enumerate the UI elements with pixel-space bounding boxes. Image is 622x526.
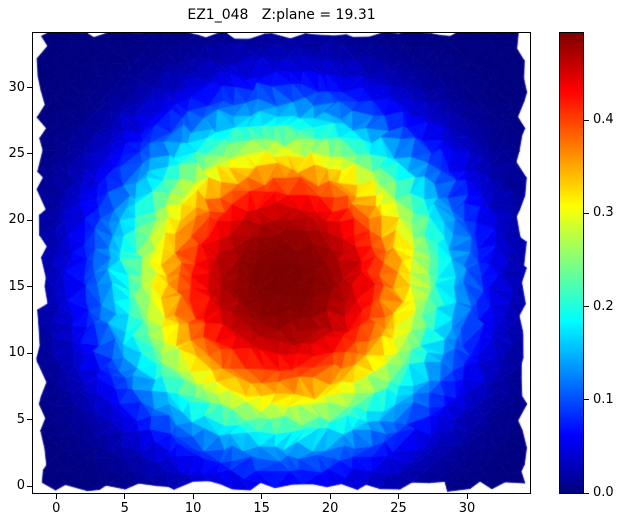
x-tick-mark: [55, 494, 57, 499]
y-tick-label: 30: [8, 79, 25, 95]
x-tick-mark: [261, 494, 263, 499]
x-tick-mark: [329, 494, 331, 499]
x-tick-label: 5: [120, 501, 129, 516]
colorbar-tick-mark: [584, 119, 589, 121]
plot-title: EZ1_048 Z:plane = 19.31: [187, 7, 376, 23]
colorbar-tick-mark: [584, 306, 589, 308]
axes-frame: [32, 32, 531, 494]
y-tick-label: 20: [8, 212, 25, 228]
y-tick-label: 10: [8, 345, 25, 361]
heatmap-surface: [33, 33, 530, 493]
y-tick-mark: [27, 153, 32, 155]
y-tick-mark: [27, 352, 32, 354]
x-tick-label: 10: [184, 501, 202, 516]
x-tick-mark: [466, 494, 468, 499]
colorbar-tick-label: 0.4: [593, 112, 614, 128]
colorbar-gradient: [560, 33, 583, 493]
x-tick-label: 15: [253, 501, 270, 516]
x-tick-mark: [192, 494, 194, 499]
colorbar-tick-label: 0.0: [593, 485, 614, 500]
x-tick-mark: [398, 494, 400, 499]
colorbar-tick-mark: [584, 399, 589, 401]
y-tick-mark: [27, 219, 32, 221]
colorbar-frame: [559, 32, 584, 494]
y-tick-label: 25: [8, 145, 25, 161]
colorbar-tick-label: 0.2: [593, 298, 614, 314]
y-tick-label: 15: [8, 278, 25, 294]
y-tick-mark: [27, 286, 32, 288]
y-tick-mark: [27, 87, 32, 88]
y-tick-mark: [27, 419, 32, 421]
x-tick-label: 30: [458, 501, 476, 516]
colorbar-tick-label: 0.3: [593, 205, 614, 221]
colorbar-tick-mark: [584, 212, 589, 214]
y-tick-label: 5: [16, 411, 25, 427]
x-tick-mark: [124, 494, 126, 499]
x-tick-label: 20: [321, 501, 339, 516]
y-tick-mark: [27, 485, 32, 487]
y-tick-label: 0: [16, 478, 25, 494]
x-tick-label: 0: [52, 501, 61, 516]
x-tick-label: 25: [390, 501, 407, 516]
colorbar-tick-label: 0.1: [593, 391, 614, 407]
colorbar-tick-mark: [584, 492, 589, 494]
